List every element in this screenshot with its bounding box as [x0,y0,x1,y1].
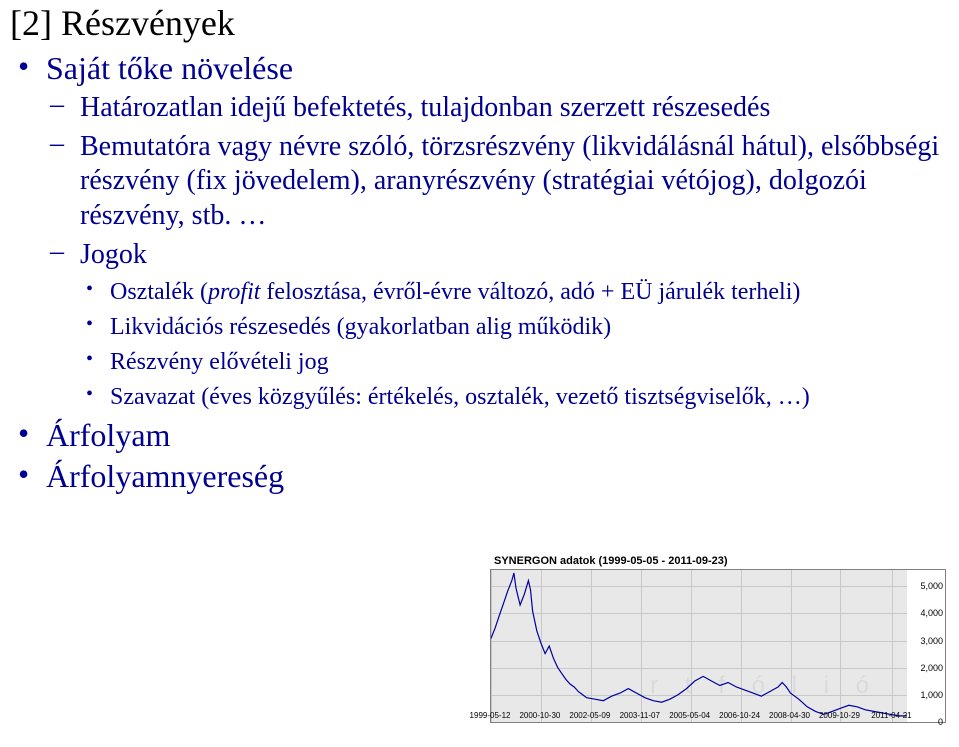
x-tick-label: 2009-10-29 [819,711,860,720]
subsub-eloveteli: Részvény elővételi jog [80,347,959,378]
y-tick-label: 4,000 [909,608,943,618]
y-tick-label: 2,000 [909,663,943,673]
y-tick-label: 3,000 [909,636,943,646]
x-axis-labels: 1999-05-122000-10-302002-05-092003-11-07… [490,711,946,725]
subsub-list: Osztalék (profit felosztása, évről-évre … [80,277,959,414]
x-tick-label: 2000-10-30 [519,711,560,720]
x-tick-label: 1999-05-12 [470,711,511,720]
slide-title: [2] Részvények [10,2,959,44]
plot-area: r t f ó l i ó [491,570,907,722]
sub-hatarazatlan: Határozatlan idejű befektetés, tulajdonb… [46,91,959,126]
subsub-szavazat: Szavazat (éves közgyűlés: értékelés, osz… [80,382,959,413]
x-tick-label: 2006-10-24 [719,711,760,720]
bullet-label: Saját tőke növelése [46,50,293,86]
slide: [2] Részvények Saját tőke növelése Határ… [0,0,959,747]
y-tick-label: 1,000 [909,690,943,700]
y-tick-label: 5,000 [909,581,943,591]
chart-line-svg [491,570,907,722]
sub-label: Jogok [80,239,147,270]
chart-title: SYNERGON adatok (1999-05-05 - 2011-09-23… [494,555,948,567]
bullet-sajat-toke: Saját tőke növelése Határozatlan idejű b… [10,50,959,413]
x-tick-label: 2008-04-30 [769,711,810,720]
sub-bemutatora: Bemutatóra vagy névre szóló, törzsrészvé… [46,130,959,234]
price-line [491,573,907,716]
bullet-arfolyam: Árfolyam [10,417,959,454]
y-axis-labels: 01,0002,0003,0004,0005,000 [909,570,945,722]
bullet-list: Saját tőke növelése Határozatlan idejű b… [10,50,959,495]
x-tick-label: 2005-05-04 [669,711,710,720]
subsub-osztalek: Osztalék (profit felosztása, évről-évre … [80,277,959,308]
x-tick-label: 2003-11-07 [620,711,660,720]
x-tick-label: 2011-04-21 [871,711,911,720]
x-tick-label: 2002-05-09 [569,711,610,720]
chart-box: r t f ó l i ó 01,0002,0003,0004,0005,000 [490,569,946,723]
bullet-arfolyamnyereseg: Árfolyamnyereség [10,458,959,495]
sub-list: Határozatlan idejű befektetés, tulajdonb… [46,91,959,413]
subsub-likvidacios: Likvidációs részesedés (gyakorlatban ali… [80,312,959,343]
sub-jogok: Jogok Osztalék (profit felosztása, évről… [46,238,959,413]
stock-chart: SYNERGON adatok (1999-05-05 - 2011-09-23… [490,555,948,739]
